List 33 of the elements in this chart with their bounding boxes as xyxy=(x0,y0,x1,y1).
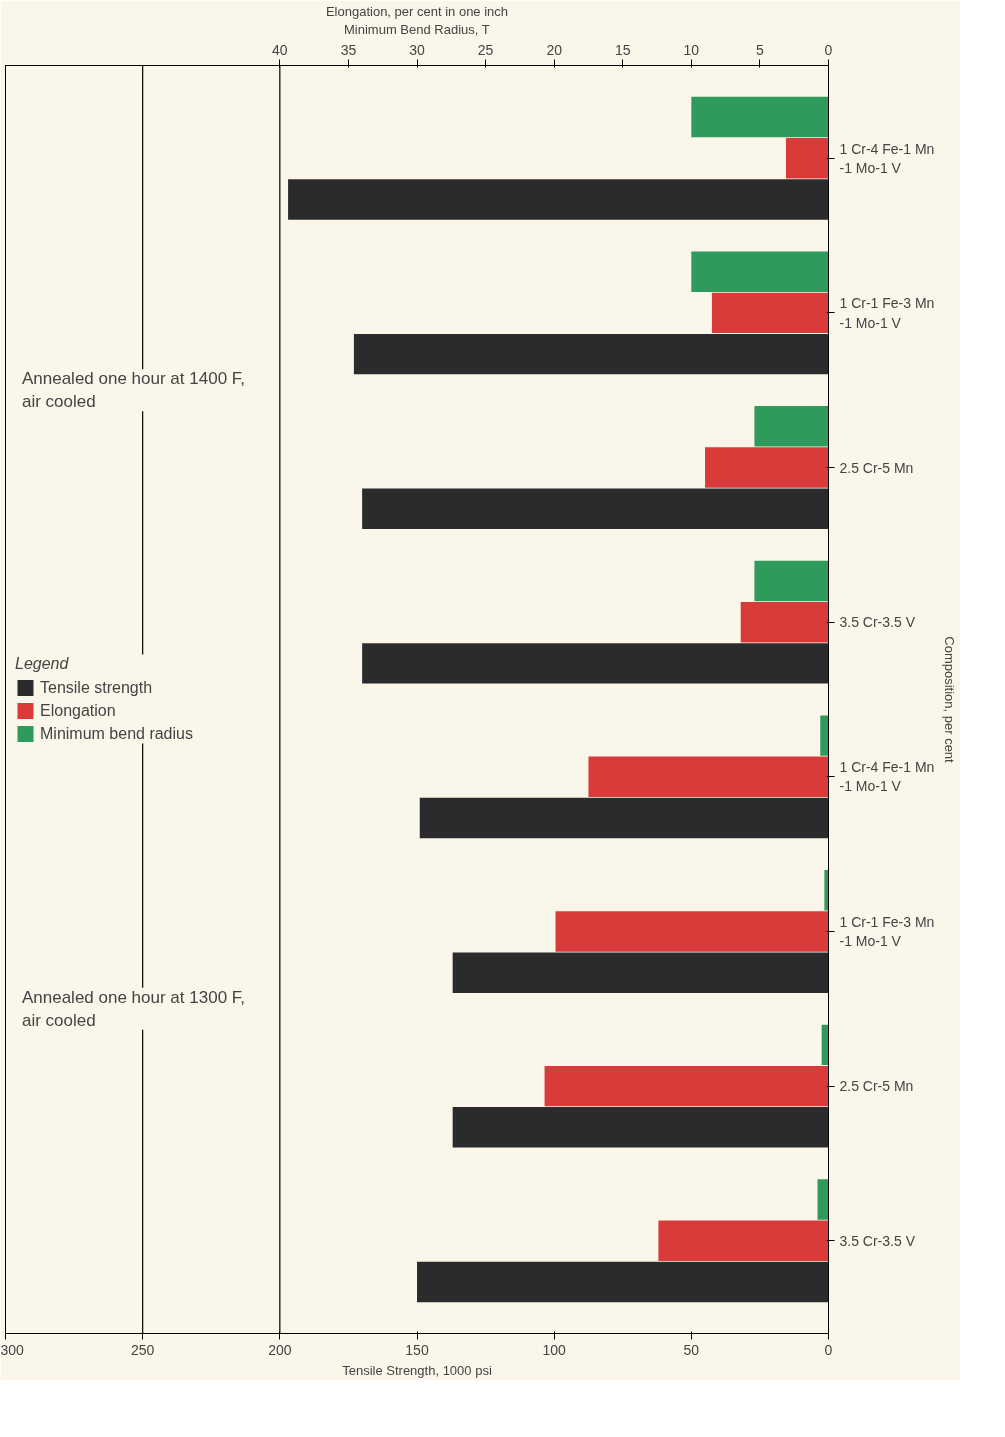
x2-tick-label: 20 xyxy=(546,41,563,58)
x-tick-label: 50 xyxy=(683,1341,700,1358)
y-tick-label: 1 Cr-1 Fe-3 Mn -1 Mo-1 V xyxy=(839,295,935,331)
y-tick-label: 1 Cr-1 Fe-3 Mn -1 Mo-1 V xyxy=(839,913,935,950)
x2-tick-label: 5 xyxy=(756,41,765,58)
y-tick-label: 3.5 Cr-3.5 V xyxy=(839,1232,916,1249)
x2-axis-title: Elongation, per cent in one inch Minimum Bend Radius, T xyxy=(325,3,509,37)
x-tick-label: 100 xyxy=(542,1341,567,1358)
x-tick-label: 300 xyxy=(0,1341,25,1358)
x2-tick-label: 15 xyxy=(614,41,631,58)
x-tick-label: 250 xyxy=(130,1341,155,1358)
y-tick-label: 1 Cr-4 Fe-1 Mn -1 Mo-1 V xyxy=(839,140,935,176)
x2-tick-label: 35 xyxy=(340,41,357,58)
y-tick-label: 2.5 Cr-5 Mn xyxy=(839,1078,914,1095)
x-tick-label: 0 xyxy=(824,1341,833,1358)
x2-tick-label: 10 xyxy=(683,41,700,58)
y-tick-label: 2.5 Cr-5 Mn xyxy=(839,459,914,476)
x2-tick-label: 0 xyxy=(824,41,833,58)
annotation: Annealed one hour at 1400 F, air cooled xyxy=(21,369,246,412)
y-tick-label: 3.5 Cr-3.5 V xyxy=(839,614,916,631)
x-axis-title: Tensile Strength, 1000 psi xyxy=(342,1362,492,1378)
x2-tick-label: 30 xyxy=(409,41,425,58)
annotation: Annealed one hour at 1300 F, air cooled xyxy=(21,987,246,1030)
legend-label: Tensile strength xyxy=(40,678,153,697)
y-axis-title: Composition, per cent xyxy=(942,636,958,764)
legend-label: Elongation xyxy=(40,701,116,720)
x-tick-label: 200 xyxy=(268,1341,292,1358)
x-tick-label: 150 xyxy=(405,1341,429,1358)
x2-tick-label: 40 xyxy=(272,41,288,58)
y-tick-label: 1 Cr-4 Fe-1 Mn -1 Mo-1 V xyxy=(839,759,935,795)
legend-label: Minimum bend radius xyxy=(40,724,193,743)
x2-tick-label: 25 xyxy=(477,41,494,58)
legend-title: Legend xyxy=(15,654,70,673)
